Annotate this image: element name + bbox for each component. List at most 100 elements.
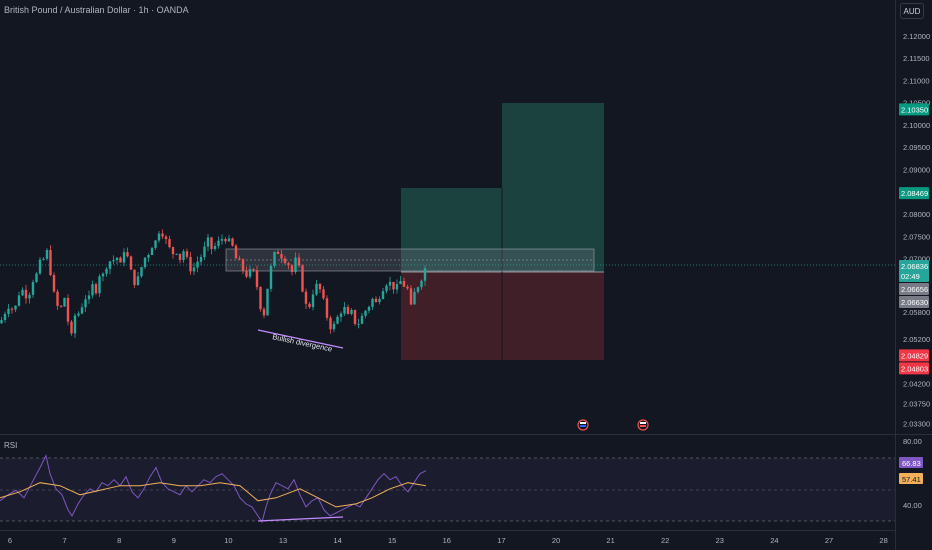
- time-axis-tick: 15: [388, 536, 396, 545]
- candle-body: [206, 237, 210, 247]
- candle-body: [24, 289, 28, 299]
- rsi-divergence-line[interactable]: [257, 516, 344, 522]
- candle-body: [42, 258, 45, 260]
- time-axis-tick: 7: [63, 536, 67, 545]
- time-axis-tick: 23: [716, 536, 724, 545]
- price-axis-tick: 2.08000: [903, 210, 930, 219]
- time-axis-tick: 21: [606, 536, 614, 545]
- candle-body: [238, 258, 241, 260]
- candle-body: [332, 323, 336, 330]
- rsi-band: [0, 458, 895, 521]
- price-axis-tick: 2.05800: [903, 308, 930, 317]
- candle-body: [192, 267, 196, 272]
- time-axis-tick: 22: [661, 536, 669, 545]
- candle-body: [80, 307, 84, 314]
- time-axis-tick: 8: [117, 536, 121, 545]
- candle-body: [164, 236, 168, 240]
- time-axis-tick: 10: [224, 536, 232, 545]
- candle-body: [395, 284, 399, 290]
- candle-body: [283, 258, 287, 264]
- candle-body: [35, 273, 38, 283]
- price-tag-label: 2.06656: [901, 285, 928, 294]
- rsi-indicator-label[interactable]: RSI: [4, 441, 18, 450]
- candle-body: [224, 238, 227, 242]
- candle-body: [276, 251, 280, 254]
- rsi-ma-line[interactable]: [0, 482, 427, 508]
- candle-body: [252, 269, 255, 271]
- countdown-label: 02:49: [901, 272, 920, 281]
- time-axis-tick: 14: [333, 536, 341, 545]
- candle-body: [70, 321, 73, 334]
- candle-body: [3, 313, 7, 320]
- candle-body: [273, 251, 276, 266]
- price-axis-tick: 2.05200: [903, 335, 930, 344]
- candle-body: [245, 270, 248, 277]
- candle-body: [31, 282, 35, 295]
- candle-body: [385, 285, 388, 292]
- candle-body: [213, 246, 217, 250]
- time-axis-tick: 24: [770, 536, 778, 545]
- candle-body: [84, 299, 87, 308]
- candle-body: [381, 291, 385, 299]
- candle-body: [329, 317, 332, 330]
- candle-body: [49, 250, 52, 276]
- price-axis-tick: 2.12000: [903, 32, 930, 41]
- candle-body: [108, 261, 112, 269]
- price-tag-label: 2.06630: [901, 298, 928, 307]
- candle-body: [210, 237, 213, 250]
- candle-body: [287, 263, 290, 266]
- time-axis[interactable]: 6 7 8 9 10 13 14 15 16 17 20 21 22 23 24 27 28: [8, 536, 888, 545]
- rsi-ma-value-tag: [899, 473, 923, 484]
- candle-body: [129, 256, 133, 270]
- price-tag-label: 2.06836: [901, 262, 928, 271]
- candle-body: [199, 257, 203, 262]
- candle-body: [231, 238, 234, 246]
- candle-body: [59, 305, 63, 307]
- candle-body: [175, 253, 178, 255]
- candle-body: [28, 294, 31, 299]
- candle-body: [374, 298, 378, 303]
- candle-body: [122, 252, 126, 263]
- candle-body: [318, 283, 322, 290]
- candle-body: [185, 251, 189, 257]
- candle-body: [346, 306, 350, 314]
- price-axis-tick: 2.11500: [903, 54, 930, 63]
- target-zone-2[interactable]: [502, 103, 604, 272]
- rsi-value: 66.83: [902, 459, 921, 468]
- price-axis-tick: 2.10500: [903, 99, 930, 108]
- symbol-title[interactable]: British Pound / Australian Dollar · 1h ·…: [4, 5, 189, 15]
- candle-body: [220, 238, 224, 241]
- candle-body: [105, 268, 108, 274]
- price-divergence-line[interactable]: [257, 329, 344, 349]
- candle-body: [255, 270, 259, 288]
- price-axis[interactable]: 2.12000 2.11500 2.11000 2.10500 2.10000 2.095…: [903, 32, 930, 429]
- candles-layer[interactable]: [0, 229, 427, 338]
- time-axis-tick: 27: [825, 536, 833, 545]
- target-zone-1[interactable]: [401, 188, 502, 272]
- candle-body: [364, 310, 367, 316]
- candle-body: [87, 295, 91, 300]
- candle-body: [280, 253, 283, 259]
- candle-body: [367, 306, 371, 311]
- event-flag-icon[interactable]: [637, 419, 649, 431]
- price-tag: [899, 259, 929, 282]
- candle-body: [0, 319, 3, 324]
- price-tag: [899, 349, 929, 362]
- event-flag-icon[interactable]: [577, 419, 589, 431]
- time-axis-tick: 20: [552, 536, 560, 545]
- candle-body: [101, 273, 105, 277]
- candle-body: [420, 280, 423, 288]
- divergence-label[interactable]: Bullish divergence: [272, 332, 333, 353]
- candle-body: [353, 309, 357, 324]
- candle-body: [115, 257, 119, 261]
- candle-body: [262, 309, 266, 316]
- candle-body: [168, 239, 171, 248]
- candle-body: [21, 289, 24, 296]
- price-tag: [899, 295, 929, 308]
- candle-body: [136, 276, 140, 286]
- candle-body: [378, 298, 381, 303]
- candle-body: [63, 298, 66, 307]
- currency-button[interactable]: AUD: [900, 3, 924, 19]
